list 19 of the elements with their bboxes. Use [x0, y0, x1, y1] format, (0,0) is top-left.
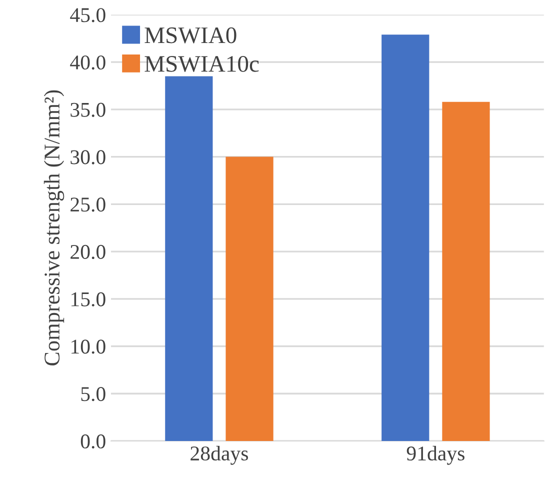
y-tick-label: 0.0	[80, 434, 106, 449]
bar	[442, 102, 490, 441]
y-axis-title: Compressive strength (N/mm²)	[44, 90, 64, 366]
y-tick-label: 15.0	[72, 292, 106, 306]
y-tick-label: 45.0	[70, 8, 106, 22]
x-tick-label: 91days	[406, 446, 464, 465]
bar	[382, 34, 430, 441]
x-tick-label: 28days	[190, 446, 248, 465]
y-tick-label: 30.0	[70, 150, 106, 164]
bar	[226, 156, 274, 441]
y-tick-label: 25.0	[70, 198, 106, 212]
y-tick-label: 5.0	[81, 387, 106, 402]
y-tick-label: 35.0	[70, 102, 106, 117]
y-tick-label: 20.0	[70, 244, 106, 260]
bar	[165, 76, 213, 441]
legend-label: MSWIA0	[144, 27, 236, 44]
y-tick-label: 40.0	[70, 55, 106, 70]
legend-label: MSWIA10c	[144, 56, 259, 72]
y-tick-label: 10.0	[72, 340, 106, 354]
